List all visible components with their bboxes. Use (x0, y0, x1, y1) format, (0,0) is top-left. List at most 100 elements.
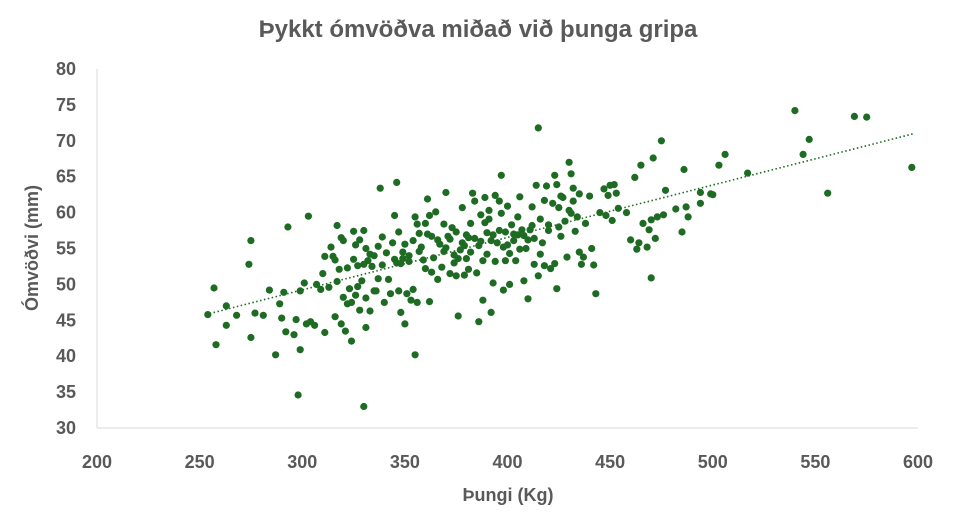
data-point (204, 311, 212, 319)
data-point (292, 316, 300, 324)
data-point (485, 206, 493, 214)
data-point (555, 223, 563, 231)
x-tick-label: 550 (800, 452, 830, 472)
data-point (544, 226, 553, 235)
data-point (563, 253, 571, 261)
data-point (352, 241, 360, 249)
data-point (549, 199, 557, 207)
plot-area: 30 35 40 45 50 55 60 65 70 75 80 200 250 300 350 400 45… (56, 59, 933, 472)
data-point (327, 243, 335, 251)
data-point (479, 296, 487, 304)
data-point (452, 272, 460, 280)
data-point (233, 311, 241, 319)
data-point (608, 216, 616, 225)
data-point (321, 328, 329, 337)
data-point (516, 193, 524, 201)
data-point (319, 270, 327, 278)
data-point (350, 255, 358, 263)
data-point (212, 341, 220, 349)
data-point (222, 321, 230, 329)
data-point (863, 113, 871, 121)
y-tick-labels: 30 35 40 45 50 55 60 65 70 75 80 (56, 59, 76, 438)
data-point (551, 171, 559, 179)
data-point (627, 236, 635, 244)
data-point (311, 321, 319, 329)
data-point (604, 191, 612, 199)
data-point (471, 234, 479, 242)
data-point (908, 163, 916, 171)
data-point (475, 318, 483, 326)
data-point (438, 263, 446, 271)
data-point (339, 237, 347, 245)
x-tick-label: 200 (82, 452, 112, 472)
data-point (432, 208, 440, 216)
data-point (413, 298, 421, 306)
data-point (536, 215, 544, 223)
data-point (538, 239, 547, 247)
y-tick-label: 45 (56, 310, 76, 330)
data-point (343, 264, 351, 272)
data-point (276, 300, 284, 308)
data-point (403, 290, 411, 298)
data-point (530, 234, 538, 242)
data-point (446, 235, 454, 243)
data-point (721, 150, 729, 158)
data-point (489, 279, 497, 287)
data-point (661, 186, 670, 194)
data-point (467, 219, 475, 227)
data-point (501, 257, 509, 265)
data-point (536, 250, 544, 258)
data-point (366, 307, 374, 315)
data-point (561, 217, 569, 225)
data-point (744, 169, 752, 177)
data-point (290, 331, 298, 339)
data-point (471, 197, 479, 205)
data-point (799, 150, 807, 158)
data-point (245, 260, 253, 268)
data-point (347, 298, 356, 306)
x-tick-label: 300 (287, 452, 317, 472)
data-point (280, 288, 288, 296)
y-tick-label: 75 (56, 95, 76, 115)
data-point (405, 252, 413, 260)
data-point (296, 346, 304, 354)
data-point (510, 237, 518, 245)
data-point (684, 213, 692, 221)
data-point (647, 274, 655, 282)
data-point (682, 203, 690, 211)
data-point (497, 209, 505, 217)
data-point (499, 286, 507, 294)
data-point (354, 262, 362, 270)
data-point (493, 239, 501, 247)
data-point (534, 272, 542, 280)
data-point (251, 309, 259, 317)
data-point (487, 237, 495, 245)
data-point (495, 197, 503, 205)
data-point (362, 244, 370, 253)
data-point (409, 285, 417, 293)
data-point (413, 220, 421, 228)
data-point (542, 182, 551, 190)
data-point (333, 221, 341, 230)
data-point (518, 226, 526, 234)
data-point (520, 277, 528, 285)
data-point (547, 265, 555, 273)
data-point (573, 213, 581, 221)
data-point (399, 248, 407, 256)
data-point (579, 253, 588, 261)
y-tick-label: 65 (56, 167, 76, 187)
data-point (278, 314, 286, 322)
y-tick-label: 80 (56, 59, 76, 79)
data-point (391, 211, 399, 220)
data-point (540, 196, 549, 204)
data-point (555, 204, 563, 212)
data-point (571, 227, 579, 235)
data-point (284, 223, 292, 231)
data-point (528, 221, 536, 230)
data-point (824, 189, 832, 197)
data-point (350, 227, 358, 235)
data-point (653, 213, 661, 221)
data-point (421, 219, 429, 227)
data-point (393, 178, 401, 186)
data-point (567, 209, 575, 217)
